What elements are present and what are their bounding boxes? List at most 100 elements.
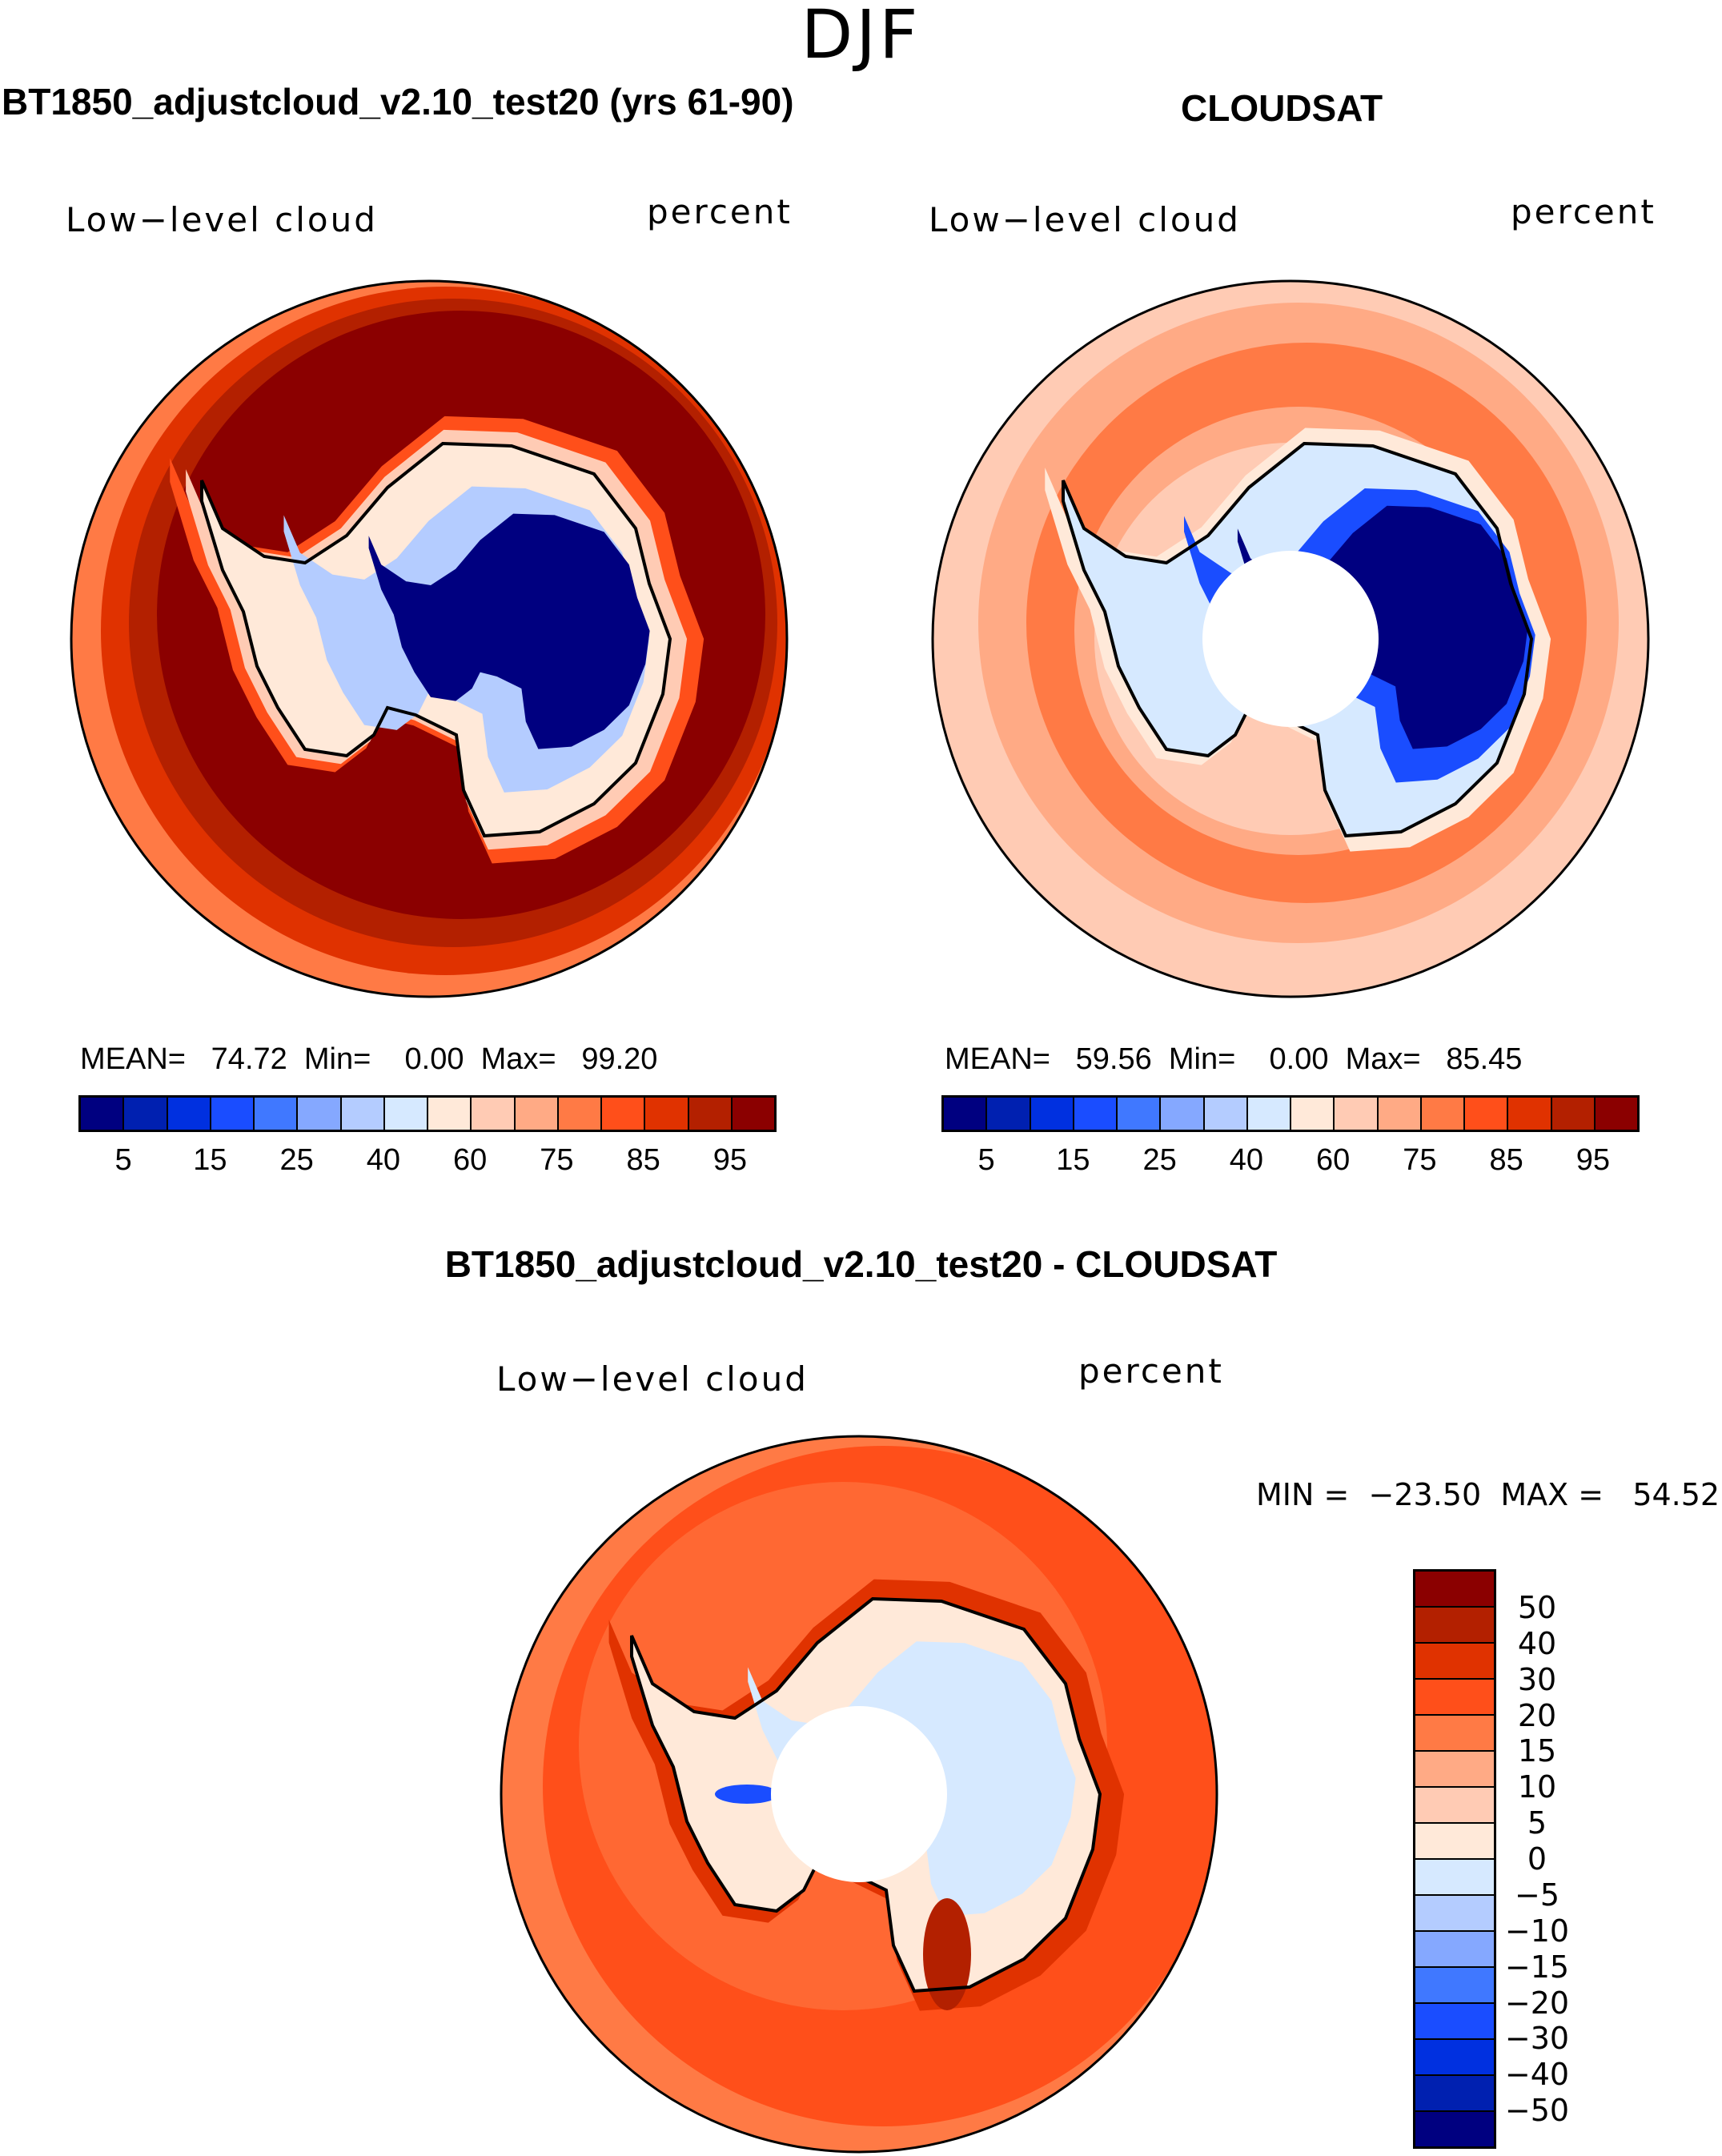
colorbar-tick-label: 5: [114, 1143, 132, 1177]
min-label: MIN =: [1256, 1477, 1350, 1512]
min-value: 0.00: [404, 1042, 464, 1076]
panel-title-diff: BT1850_adjustcloud_v2.10_test20 - CLOUDS…: [444, 1243, 1278, 1285]
colorbar-tick-label: −10: [1504, 1913, 1570, 1949]
colorbar-tick-label: 10: [1517, 1769, 1557, 1805]
colorbar-swatch: [1508, 1098, 1552, 1130]
colorbar-swatch: [1415, 1680, 1494, 1716]
colorbar-swatch: [81, 1098, 125, 1130]
colorbar-swatch: [1415, 1824, 1494, 1860]
colorbar-swatch: [944, 1098, 988, 1130]
colorbar-swatch: [1118, 1098, 1162, 1130]
units-label: percent: [1511, 192, 1656, 231]
colorbar-swatch: [1415, 1860, 1494, 1896]
colorbar-swatch: [472, 1098, 516, 1130]
colorbar-swatch: [1415, 1572, 1494, 1608]
colorbar-tick-label: 15: [1517, 1733, 1557, 1769]
variable-label: Low−level cloud: [929, 200, 1241, 239]
colorbar-swatch: [645, 1098, 689, 1130]
colorbar-swatch: [1335, 1098, 1379, 1130]
colorbar-swatch: [602, 1098, 646, 1130]
colorbar-swatch: [1415, 1788, 1494, 1824]
model-colorbar-labels: 5 15 25 40 60 75 85 95: [80, 1143, 773, 1183]
colorbar-tick-label: 40: [366, 1143, 401, 1177]
min-value: 0.00: [1269, 1042, 1329, 1076]
colorbar-tick-label: 95: [712, 1143, 748, 1177]
colorbar-tick-label: 0: [1527, 1841, 1547, 1877]
mean-label: MEAN=: [80, 1042, 186, 1076]
colorbar-swatch: [1415, 1752, 1494, 1788]
colorbar-swatch: [428, 1098, 472, 1130]
colorbar-swatch: [384, 1098, 428, 1130]
model-polar-map: [70, 279, 789, 998]
max-label: MAX =: [1500, 1477, 1604, 1512]
diff-colorbar: [1413, 1569, 1496, 2149]
max-label: Max=: [480, 1042, 556, 1076]
units-label: percent: [647, 192, 793, 231]
colorbar-swatch: [1415, 2076, 1494, 2112]
colorbar-swatch: [1415, 2112, 1494, 2146]
min-label: Min=: [1168, 1042, 1236, 1076]
colorbar-tick-label: 60: [452, 1143, 488, 1177]
colorbar-tick-label: 5: [977, 1143, 995, 1177]
colorbar-tick-label: 75: [540, 1143, 574, 1177]
colorbar-swatch: [1551, 1098, 1596, 1130]
colorbar-swatch: [298, 1098, 342, 1130]
colorbar-tick-label: 50: [1517, 1589, 1557, 1625]
obs-colorbar: [941, 1095, 1640, 1132]
colorbar-swatch: [1415, 1968, 1494, 2004]
max-value: 85.45: [1446, 1042, 1523, 1076]
obs-colorbar-labels: 5 15 25 40 60 75 85 95: [943, 1143, 1636, 1183]
colorbar-swatch: [987, 1098, 1031, 1130]
colorbar-swatch: [341, 1098, 385, 1130]
model-stats: MEAN= 74.72 Min= 0.00 Max= 99.20: [80, 1042, 657, 1077]
colorbar-tick-label: 75: [1403, 1143, 1437, 1177]
colorbar-swatch: [732, 1098, 774, 1130]
diff-colorbar-labels: 50 40 30 20 15 10 5 0 −5 −10 −15 −20 −30 −40 −50: [1505, 1572, 1569, 2146]
colorbar-swatch: [124, 1098, 168, 1130]
mean-value: 74.72: [211, 1042, 287, 1076]
figure-title: DJF: [801, 0, 921, 74]
colorbar-tick-label: 25: [279, 1143, 314, 1177]
colorbar-swatch: [1204, 1098, 1248, 1130]
model-colorbar: [78, 1095, 777, 1132]
colorbar-swatch: [1421, 1098, 1465, 1130]
colorbar-tick-label: 30: [1517, 1661, 1557, 1697]
colorbar-tick-label: 85: [1489, 1143, 1523, 1177]
colorbar-swatch: [167, 1098, 211, 1130]
max-label: Max=: [1345, 1042, 1421, 1076]
obs-polar-map: [931, 279, 1650, 998]
colorbar-tick-label: 5: [1527, 1805, 1547, 1841]
panel-title-model: BT1850_adjustcloud_v2.10_test20 (yrs 61-…: [2, 81, 794, 122]
colorbar-swatch: [1415, 2040, 1494, 2076]
colorbar-swatch: [211, 1098, 255, 1130]
colorbar-tick-label: 40: [1517, 1625, 1557, 1661]
mean-value: 59.56: [1075, 1042, 1152, 1076]
diff-polar-map: [500, 1435, 1218, 2154]
colorbar-swatch: [688, 1098, 733, 1130]
colorbar-tick-label: −20: [1504, 1985, 1570, 2021]
colorbar-tick-label: 60: [1315, 1143, 1351, 1177]
colorbar-swatch: [1074, 1098, 1118, 1130]
units-label: percent: [1078, 1351, 1224, 1391]
diff-stats: MIN = −23.50 MAX = 54.52: [1256, 1477, 1720, 1512]
colorbar-tick-label: −15: [1504, 1949, 1570, 1985]
colorbar-swatch: [558, 1098, 602, 1130]
colorbar-tick-label: 95: [1575, 1143, 1611, 1177]
min-label: Min=: [303, 1042, 371, 1076]
colorbar-tick-label: −50: [1504, 2093, 1570, 2129]
colorbar-swatch: [1595, 1098, 1637, 1130]
colorbar-swatch: [1030, 1098, 1074, 1130]
panel-title-obs: CLOUDSAT: [1181, 87, 1383, 129]
colorbar-swatch: [1291, 1098, 1335, 1130]
obs-stats: MEAN= 59.56 Min= 0.00 Max= 85.45: [945, 1042, 1522, 1077]
min-value: −23.50: [1368, 1477, 1482, 1512]
colorbar-tick-label: −30: [1504, 2021, 1570, 2057]
colorbar-swatch: [1161, 1098, 1205, 1130]
colorbar-tick-label: −40: [1504, 2057, 1570, 2093]
max-value: 54.52: [1632, 1477, 1720, 1512]
colorbar-swatch: [1415, 1716, 1494, 1752]
variable-label: Low−level cloud: [66, 200, 378, 239]
colorbar-tick-label: 15: [1056, 1143, 1090, 1177]
colorbar-swatch: [1415, 1608, 1494, 1644]
colorbar-swatch: [1415, 2004, 1494, 2040]
